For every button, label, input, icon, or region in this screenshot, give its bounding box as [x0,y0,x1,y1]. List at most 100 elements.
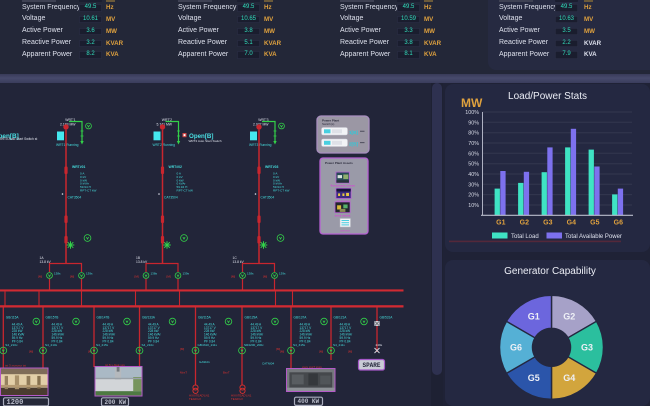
svg-text:44.49 A: 44.49 A [251,322,263,326]
svg-text:xxxxxxx: xxxxxxx [340,229,350,233]
svg-text:13717 V: 13717 V [300,326,313,330]
svg-text:TEAR kV: TEAR kV [231,397,243,401]
svg-text:[M]: [M] [167,275,171,279]
svg-text:249s: 249s [376,343,383,347]
svg-text:50%: 50% [468,162,479,168]
svg-text:10%: 10% [468,203,479,209]
svg-text:44.49 A: 44.49 A [12,322,24,326]
svg-text:PF 0.84: PF 0.84 [12,339,23,343]
svg-text:400 KW: 400 KW [298,398,320,405]
svg-text:G4: G4 [567,220,576,227]
svg-text:13717 V: 13717 V [148,326,161,330]
svg-text:WRT'1: WRT'1 [65,118,75,122]
svg-text:Power Plant Assets: Power Plant Assets [325,161,353,165]
svg-text:146 kVAr: 146 kVAr [300,333,313,337]
svg-text:SR4200_200x: SR4200_200x [244,343,264,347]
svg-text:xxxx xxx7 xxxx: xxxx xxx7 xxxx [302,365,322,369]
svg-text:0 A: 0 A [80,172,85,176]
svg-text:CAT3504: CAT3504 [68,196,82,200]
svg-text:13717 V: 13717 V [340,326,353,330]
svg-text:GB/531A: GB/531A [380,316,394,320]
svg-text:13717 V: 13717 V [12,326,25,330]
svg-text:Switch(s): Switch(s) [322,122,334,126]
svg-text:146 kVAr: 146 kVAr [148,333,161,337]
svg-text:WRT#03: WRT#03 [265,165,278,169]
svg-text:0 kV: 0 kV [273,175,280,179]
svg-text:xRT0 Auto Start Switch st: xRT0 Auto Start Switch st [0,137,37,141]
svg-text:13.8 kV: 13.8 kV [40,260,52,264]
svg-text:[M]: [M] [263,275,267,279]
svg-text:WRT2 Auto Start Switch: WRT2 Auto Start Switch [189,139,222,143]
svg-text:1200: 1200 [7,399,24,406]
svg-text:44.49 A: 44.49 A [340,322,352,326]
svg-text:GB/157B: GB/157B [46,316,59,320]
svg-text:0 kVAr: 0 kVAr [80,182,89,186]
svg-text:[M]: [M] [276,347,280,351]
svg-text:WRT'2: WRT'2 [162,118,172,122]
svg-text:13.8 kV: 13.8 kV [136,260,148,264]
svg-text:S4_210x: S4_210x [5,343,18,347]
svg-text:90%: 90% [468,120,479,126]
svg-text:59.9 Hz: 59.9 Hz [52,336,63,340]
svg-text:146 kVAr: 146 kVAr [340,333,353,337]
svg-text:146 kVAr: 146 kVAr [103,333,116,337]
svg-text:xx xxxxxx: xx xxxxxx [336,199,351,203]
svg-text:0 kV: 0 kV [80,175,87,179]
svg-text:13.8 kV: 13.8 kV [233,260,245,264]
svg-text:70%: 70% [468,141,479,147]
svg-text:txt 5 x-blok xxx: txt 5 x-blok xxx [105,363,125,367]
svg-text:[M]: [M] [180,347,184,351]
svg-text:RPT-CT kW: RPT-CT kW [177,189,194,193]
svg-text:1A: 1A [40,256,45,260]
svg-text:138s: 138s [54,271,61,275]
svg-text:[M]: [M] [70,275,74,279]
svg-text:[M]: [M] [88,349,92,353]
svg-text:228 kW: 228 kW [103,329,114,333]
svg-text:0 kV: 0 kV [177,175,184,179]
svg-text:59.9 Hz: 59.9 Hz [340,336,351,340]
svg-text:GB/115A: GB/115A [198,316,212,320]
svg-text:59.9 Hz: 59.9 Hz [103,336,114,340]
svg-text:0 kW: 0 kW [177,178,184,182]
svg-text:60%: 60% [468,151,479,157]
svg-text:[M]: [M] [280,349,284,353]
svg-text:0 kVAr: 0 kVAr [177,182,186,186]
svg-text:G1: G1 [496,220,505,227]
svg-text:44.49 A: 44.49 A [148,322,160,326]
svg-text:pen[B]: pen[B] [0,133,19,140]
svg-text:0 A: 0 A [273,172,278,176]
svg-text:RPT-CT kW: RPT-CT kW [273,189,290,193]
svg-text:2.027 MW: 2.027 MW [253,123,269,127]
svg-text:1[B]: 1[B] [349,130,358,135]
svg-text:59.94 H: 59.94 H [80,185,91,189]
svg-text:[M]: [M] [135,275,139,279]
svg-text:RPT-CT kW: RPT-CT kW [80,189,97,193]
svg-text:S4_211x: S4_211x [333,343,345,347]
svg-text:139s: 139s [86,271,93,275]
svg-text:GB4310_211x: GB4310_211x [198,343,218,347]
svg-text:138s: 138s [151,271,158,275]
svg-text:S4_215x: S4_215x [96,343,109,347]
svg-text:xxxx xxxxx: xxxx xxxxx [335,213,351,217]
svg-text:GB/137A: GB/137A [294,316,308,320]
svg-text:0 A: 0 A [177,172,182,176]
svg-text:44.49 A: 44.49 A [52,322,64,326]
svg-text:1C: 1C [233,256,238,260]
svg-text:59.9 Hz: 59.9 Hz [251,336,262,340]
svg-text:5.741 MW: 5.741 MW [157,123,173,127]
svg-text:G2: G2 [563,312,575,322]
svg-text:G3: G3 [581,342,593,352]
svg-text:PF 0.84: PF 0.84 [52,339,63,343]
svg-text:0 kVAr: 0 kVAr [273,182,282,186]
svg-text:PF 0.84: PF 0.84 [103,339,114,343]
svg-text:GA910x: GA910x [199,360,210,364]
svg-text:146 kVAr: 146 kVAr [204,333,217,337]
svg-text:HXX/TEAD'LN1: HXX/TEAD'LN1 [189,394,210,398]
svg-text:13717 V: 13717 V [204,326,217,330]
svg-text:228 kW: 228 kW [12,329,23,333]
svg-text:SPARE: SPARE [362,362,380,369]
svg-text:0 kW: 0 kW [80,178,87,182]
svg-text:[M]: [M] [231,275,235,279]
svg-text:Total Available Power: Total Available Power [565,234,622,240]
svg-text:G3: G3 [543,220,552,227]
